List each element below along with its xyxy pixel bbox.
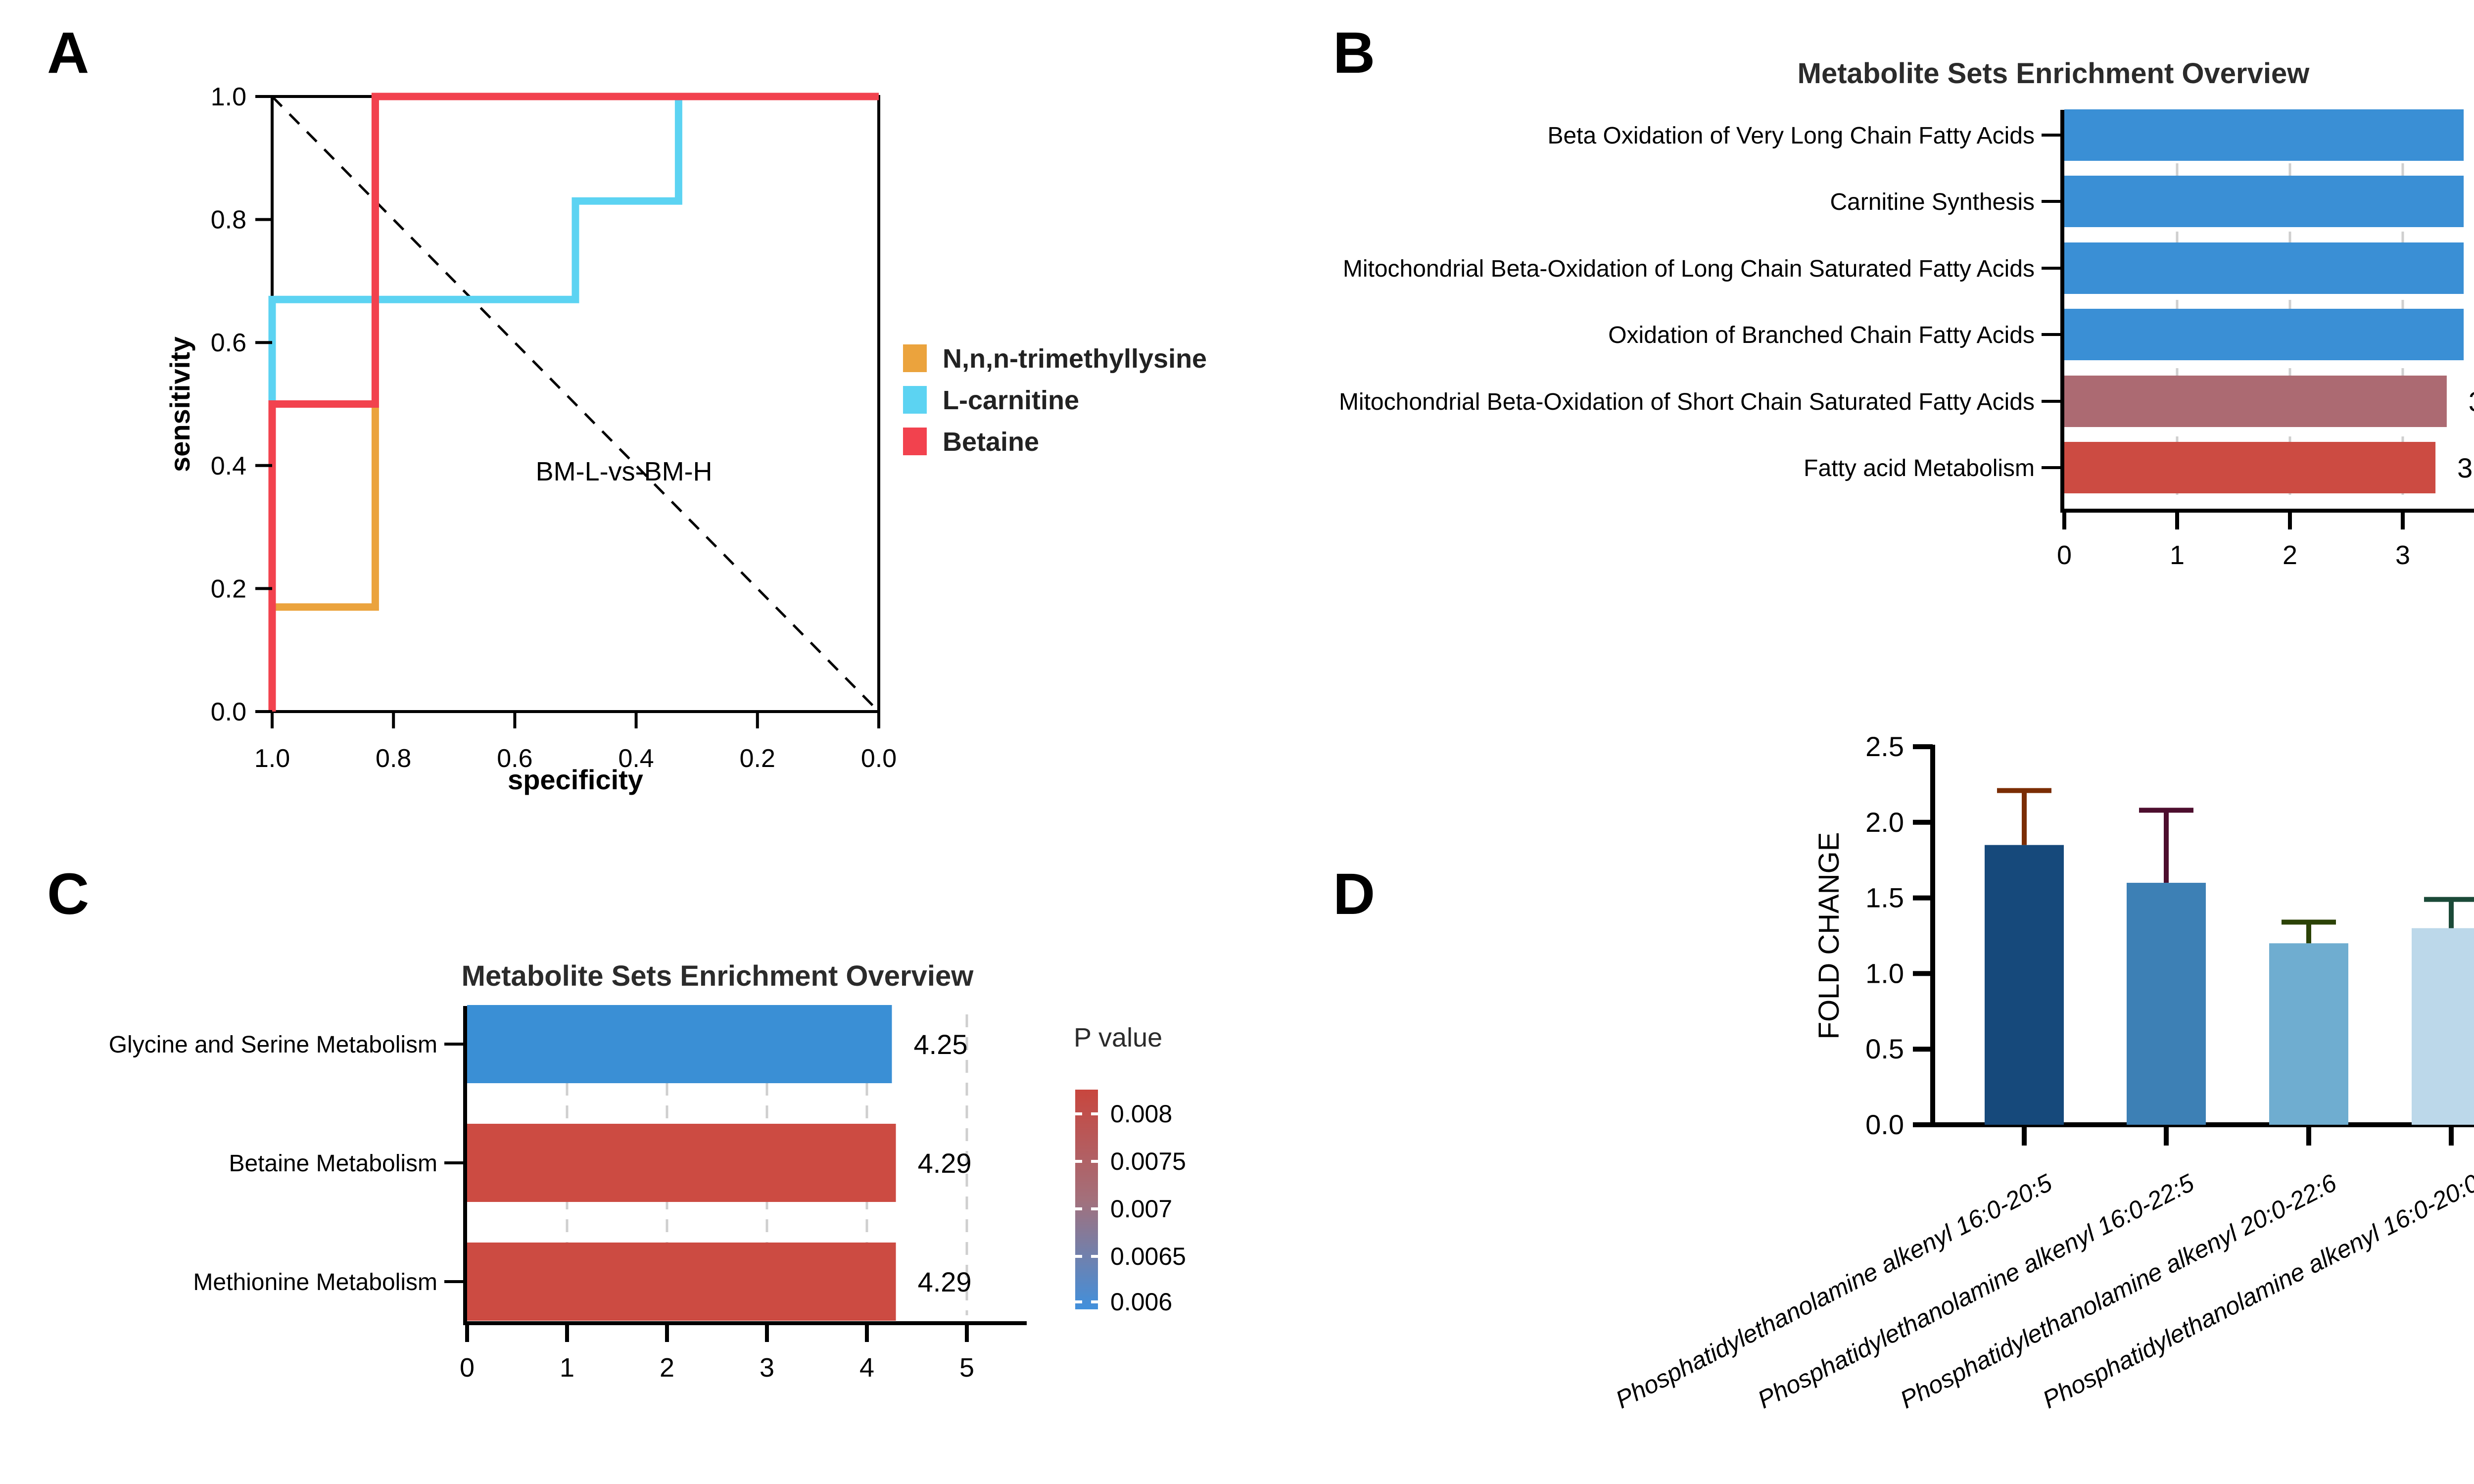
bar bbox=[2064, 376, 2447, 427]
y-tick-label: 2.5 bbox=[1865, 731, 1904, 762]
bar bbox=[2064, 176, 2464, 227]
x-tick-label: 3 bbox=[760, 1353, 774, 1383]
y-tick-label: 1.5 bbox=[1865, 882, 1904, 913]
category-label: Methionine Metabolism bbox=[193, 1269, 437, 1295]
x-tick-label: 0.8 bbox=[376, 744, 411, 773]
bar bbox=[2064, 242, 2464, 294]
legend-tick-label: 0.006 bbox=[1110, 1288, 1172, 1316]
panel-label-c: C bbox=[47, 862, 90, 927]
chart-title: Metabolite Sets Enrichment Overview bbox=[462, 960, 974, 992]
roc-curve-3 bbox=[268, 93, 879, 712]
bar bbox=[2127, 883, 2206, 1125]
legend-label: N,n,n-trimethyllysine bbox=[943, 344, 1207, 374]
legend-tick-label: 0.0075 bbox=[1110, 1148, 1186, 1175]
legend-tick-label: 0.008 bbox=[1110, 1100, 1172, 1128]
category-label: Beta Oxidation of Very Long Chain Fatty … bbox=[1547, 123, 2035, 149]
bar bbox=[2412, 928, 2474, 1125]
chance-diagonal-line bbox=[271, 96, 880, 713]
y-tick-label: 2.0 bbox=[1865, 807, 1904, 838]
panel-c-enrichment-chart: Metabolite Sets Enrichment Overview Glyci… bbox=[109, 960, 1186, 1383]
category-label: Mitochondrial Beta-Oxidation of Long Cha… bbox=[1343, 256, 2035, 282]
y-tick-label: 0.6 bbox=[211, 329, 246, 357]
x-tick-label: 1 bbox=[560, 1353, 574, 1383]
x-tick-label: 1.0 bbox=[254, 744, 290, 773]
bar bbox=[1985, 845, 2064, 1125]
value-label: 4.29 bbox=[918, 1266, 972, 1297]
bar bbox=[2064, 442, 2436, 493]
legend-tick-label: 0.0065 bbox=[1110, 1243, 1186, 1270]
x-tick-label: 5 bbox=[959, 1353, 974, 1383]
legend-swatch bbox=[903, 386, 927, 414]
y-tick-label: 0.2 bbox=[211, 574, 246, 603]
panel-a-roc-chart: 1.0 0.8 0.6 0.4 0.2 0.0 0.0 0.2 0.4 0.6 0.8 1.0 spec… bbox=[164, 83, 1207, 795]
y-tick-label: 0.4 bbox=[211, 452, 246, 480]
category-label: Carnitine Synthesis bbox=[1830, 189, 2035, 215]
legend-label: L-carnitine bbox=[943, 385, 1079, 415]
panel-b-enrichment-chart: Metabolite Sets Enrichment Overview Beta … bbox=[1339, 57, 2474, 570]
bar bbox=[2064, 109, 2464, 161]
value-label: 4.25 bbox=[914, 1029, 968, 1060]
y-tick-label: 1.0 bbox=[211, 83, 246, 111]
legend-tick-label: 0.007 bbox=[1110, 1195, 1172, 1223]
x-axis-title: specificity bbox=[508, 764, 643, 795]
x-tick-label: 0 bbox=[460, 1353, 475, 1383]
x-tick-label: 4 bbox=[859, 1353, 874, 1383]
bar bbox=[467, 1005, 892, 1083]
y-tick-label: 0.0 bbox=[211, 698, 246, 726]
pvalue-gradient-bar bbox=[1075, 1090, 1098, 1309]
legend-swatch bbox=[903, 428, 927, 455]
x-tick-label: 3 bbox=[2395, 540, 2410, 570]
x-tick-label: 0.2 bbox=[740, 744, 775, 773]
y-tick-label: 0.5 bbox=[1865, 1033, 1904, 1064]
value-label: 3.29 bbox=[2457, 452, 2474, 483]
y-tick-label: 0.0 bbox=[1865, 1109, 1904, 1140]
bar bbox=[467, 1124, 896, 1202]
x-tick-label: 0.4 bbox=[618, 744, 654, 773]
category-label: Fatty acid Metabolism bbox=[1804, 455, 2035, 481]
x-tick-label: 1 bbox=[2170, 540, 2185, 570]
bar bbox=[467, 1243, 896, 1321]
y-axis-title: FOLD CHANGE bbox=[1813, 832, 1845, 1040]
y-tick-label: 1.0 bbox=[1865, 957, 1904, 989]
category-label: Glycine and Serine Metabolism bbox=[109, 1032, 437, 1058]
y-axis-title: sensitivity bbox=[164, 336, 195, 472]
category-label: Betaine Metabolism bbox=[229, 1150, 437, 1177]
x-tick-label: 2 bbox=[2283, 540, 2297, 570]
value-label: 3.39 bbox=[2469, 386, 2474, 417]
panel-label-d: D bbox=[1333, 862, 1376, 927]
bar bbox=[2064, 309, 2464, 360]
x-tick-label: 0.0 bbox=[861, 744, 897, 773]
category-label: Oxidation of Branched Chain Fatty Acids bbox=[1608, 322, 2035, 348]
x-tick-label: 0.6 bbox=[497, 744, 532, 773]
y-tick-label: 0.8 bbox=[211, 206, 246, 235]
legend-swatch bbox=[903, 344, 927, 372]
legend-title: P value bbox=[1074, 1023, 1162, 1053]
panel-label-b: B bbox=[1333, 20, 1376, 86]
panel-label-a: A bbox=[47, 20, 90, 86]
comparison-annotation: BM-L-vs-BM-H bbox=[536, 457, 713, 486]
x-tick-label: 2 bbox=[660, 1353, 674, 1383]
legend-label: Betaine bbox=[943, 427, 1039, 457]
bar bbox=[2269, 943, 2348, 1125]
category-label: Mitochondrial Beta-Oxidation of Short Ch… bbox=[1339, 389, 2035, 415]
x-tick-label: 0 bbox=[2057, 540, 2072, 570]
chart-title: Metabolite Sets Enrichment Overview bbox=[1798, 57, 2310, 90]
value-label: 4.29 bbox=[918, 1148, 972, 1179]
